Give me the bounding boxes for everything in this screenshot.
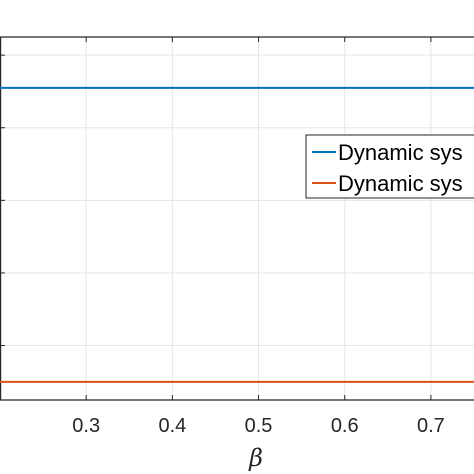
legend-box (305, 134, 474, 199)
x-tick-label: 0.5 (245, 415, 273, 437)
legend-label-2: Dynamic sys (338, 171, 463, 196)
grid (0, 37, 474, 400)
tick-labels: 0.3 0.4 0.5 0.6 0.7 (72, 415, 445, 437)
series-group (0, 86, 474, 383)
x-axis-label: β (248, 444, 263, 472)
x-tick-label: 0.3 (72, 415, 100, 437)
x-tick-label: 0.7 (417, 415, 445, 437)
x-tick-label: 0.6 (331, 415, 359, 437)
legend[interactable]: Dynamic sys Dynamic sys (305, 134, 474, 199)
legend-label-1: Dynamic sys (338, 140, 463, 165)
x-tick-label: 0.4 (158, 415, 186, 437)
axes (0, 36, 474, 401)
